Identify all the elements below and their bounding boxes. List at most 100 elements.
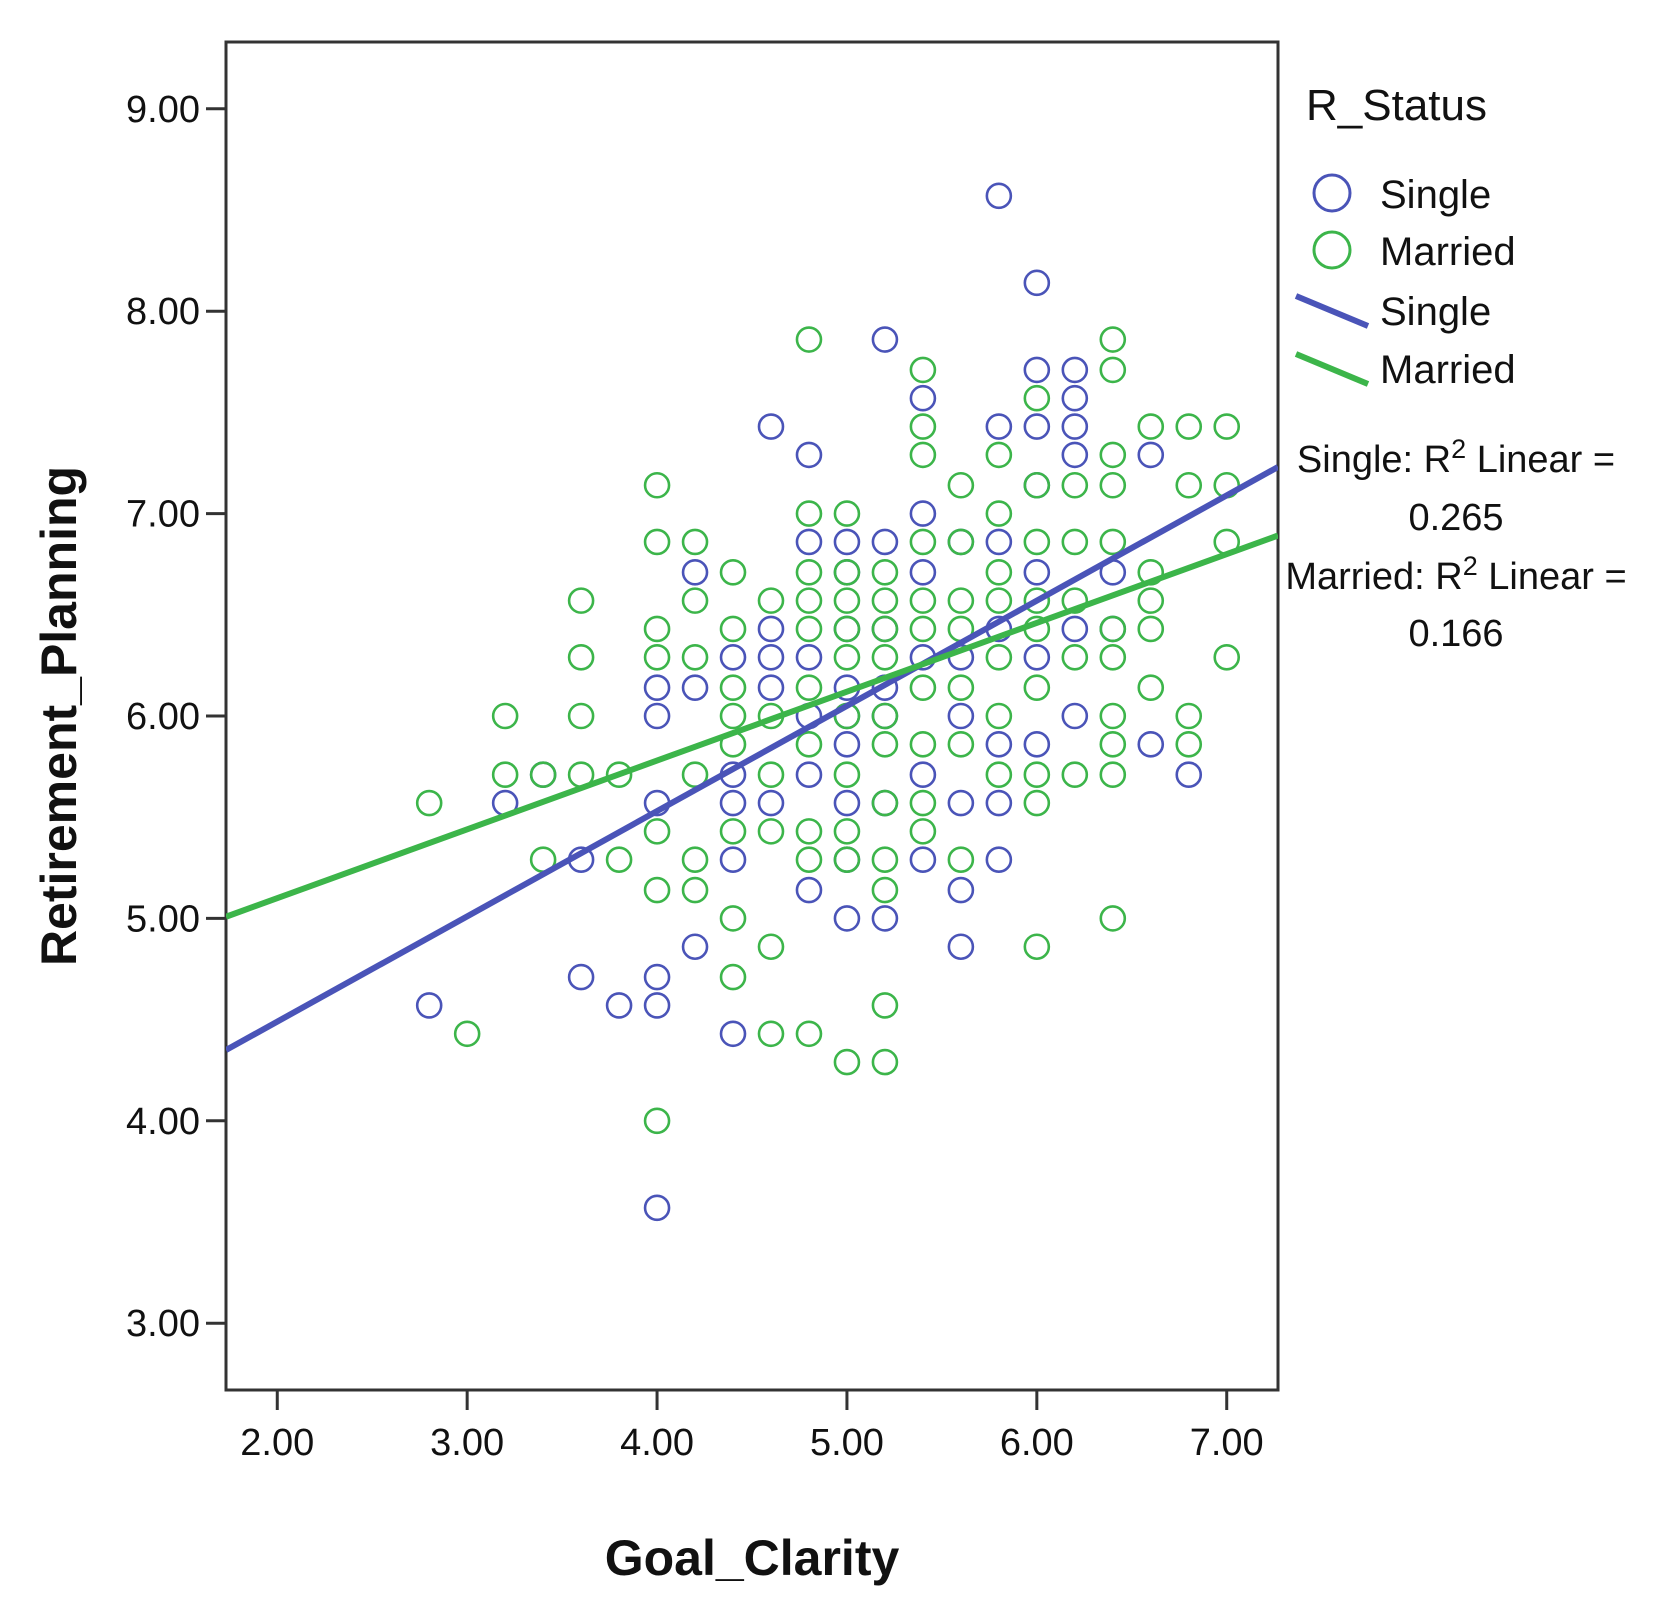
point-single xyxy=(909,384,937,412)
y-tick-label: 6.00 xyxy=(126,696,200,738)
point-married xyxy=(909,413,937,440)
point-married xyxy=(1175,731,1203,758)
point-married xyxy=(1213,644,1241,671)
point-married xyxy=(757,933,785,961)
point-married xyxy=(947,471,975,499)
point-married xyxy=(947,846,975,874)
point-married xyxy=(453,1020,481,1048)
y-tick-label: 7.00 xyxy=(126,494,200,536)
point-married xyxy=(795,558,823,586)
point-married xyxy=(529,761,557,788)
point-single xyxy=(795,876,823,904)
point-married xyxy=(1023,761,1051,788)
r2-single-value: 0.265 xyxy=(1408,497,1503,539)
point-single xyxy=(643,702,671,730)
point-single xyxy=(871,528,899,556)
point-married xyxy=(909,528,937,556)
point-married xyxy=(909,615,937,643)
point-married xyxy=(795,587,823,614)
point-married xyxy=(1099,326,1127,353)
point-married xyxy=(871,644,899,671)
point-married xyxy=(1175,702,1203,730)
point-married xyxy=(871,558,899,586)
point-married xyxy=(719,615,747,643)
point-married xyxy=(871,846,899,874)
point-married xyxy=(1023,674,1051,701)
point-single xyxy=(795,644,823,671)
point-married xyxy=(909,441,937,469)
point-married xyxy=(719,702,747,730)
point-married xyxy=(871,702,899,730)
point-single xyxy=(947,789,975,817)
point-married xyxy=(757,1020,785,1048)
point-married xyxy=(643,1107,671,1135)
y-tick-label: 3.00 xyxy=(126,1303,200,1345)
point-single xyxy=(985,182,1013,210)
point-single xyxy=(909,761,937,788)
point-single xyxy=(681,558,709,586)
point-married xyxy=(1099,615,1127,643)
fit-lines xyxy=(226,464,1278,1053)
point-single xyxy=(795,441,823,469)
point-married xyxy=(757,587,785,614)
point-married xyxy=(681,846,709,874)
point-married xyxy=(833,644,861,671)
point-married xyxy=(1099,731,1127,758)
point-married xyxy=(833,761,861,788)
point-single xyxy=(833,528,861,556)
point-married xyxy=(833,1048,861,1076)
point-single xyxy=(1023,356,1051,384)
point-married xyxy=(985,761,1013,788)
plot-frame xyxy=(224,40,1280,1392)
point-married xyxy=(985,558,1013,586)
point-single xyxy=(795,761,823,788)
x-tick-label: 7.00 xyxy=(1190,1422,1264,1464)
point-married xyxy=(643,528,671,556)
point-married xyxy=(491,761,519,788)
point-single xyxy=(719,846,747,874)
point-single xyxy=(909,558,937,586)
legend: R_Status Single Married Single Married xyxy=(1294,81,1516,392)
point-married xyxy=(1061,471,1089,499)
point-single xyxy=(757,644,785,671)
point-single xyxy=(947,933,975,961)
point-single xyxy=(681,933,709,961)
point-married xyxy=(415,789,443,817)
point-single xyxy=(1061,702,1089,730)
point-married xyxy=(1023,789,1051,817)
point-married xyxy=(1099,905,1127,932)
x-tick-label: 6.00 xyxy=(1000,1422,1074,1464)
point-married xyxy=(1099,471,1127,499)
point-married xyxy=(1061,587,1089,614)
point-single xyxy=(871,905,899,932)
point-married xyxy=(871,789,899,817)
point-married xyxy=(795,674,823,701)
point-married xyxy=(681,587,709,614)
r2-annotations: Single: R2 Linear = 0.265 Married: R2 Li… xyxy=(1285,434,1626,655)
point-single xyxy=(947,876,975,904)
point-married xyxy=(871,876,899,904)
point-married xyxy=(947,587,975,614)
point-married xyxy=(871,615,899,643)
point-single xyxy=(1061,356,1089,384)
point-married xyxy=(909,818,937,845)
point-married xyxy=(909,356,937,384)
point-single xyxy=(1023,731,1051,758)
point-married xyxy=(871,992,899,1019)
point-married xyxy=(833,818,861,845)
point-married xyxy=(795,615,823,643)
point-married xyxy=(643,615,671,643)
point-single xyxy=(985,413,1013,440)
point-married xyxy=(1023,528,1051,556)
point-married xyxy=(1137,674,1165,701)
point-married xyxy=(985,587,1013,614)
point-married xyxy=(1099,644,1127,671)
point-married xyxy=(719,818,747,845)
point-married xyxy=(909,674,937,701)
y-tick-label: 8.00 xyxy=(126,291,200,333)
point-single xyxy=(795,528,823,556)
point-single xyxy=(947,702,975,730)
point-married xyxy=(1061,644,1089,671)
point-single xyxy=(1137,731,1165,758)
